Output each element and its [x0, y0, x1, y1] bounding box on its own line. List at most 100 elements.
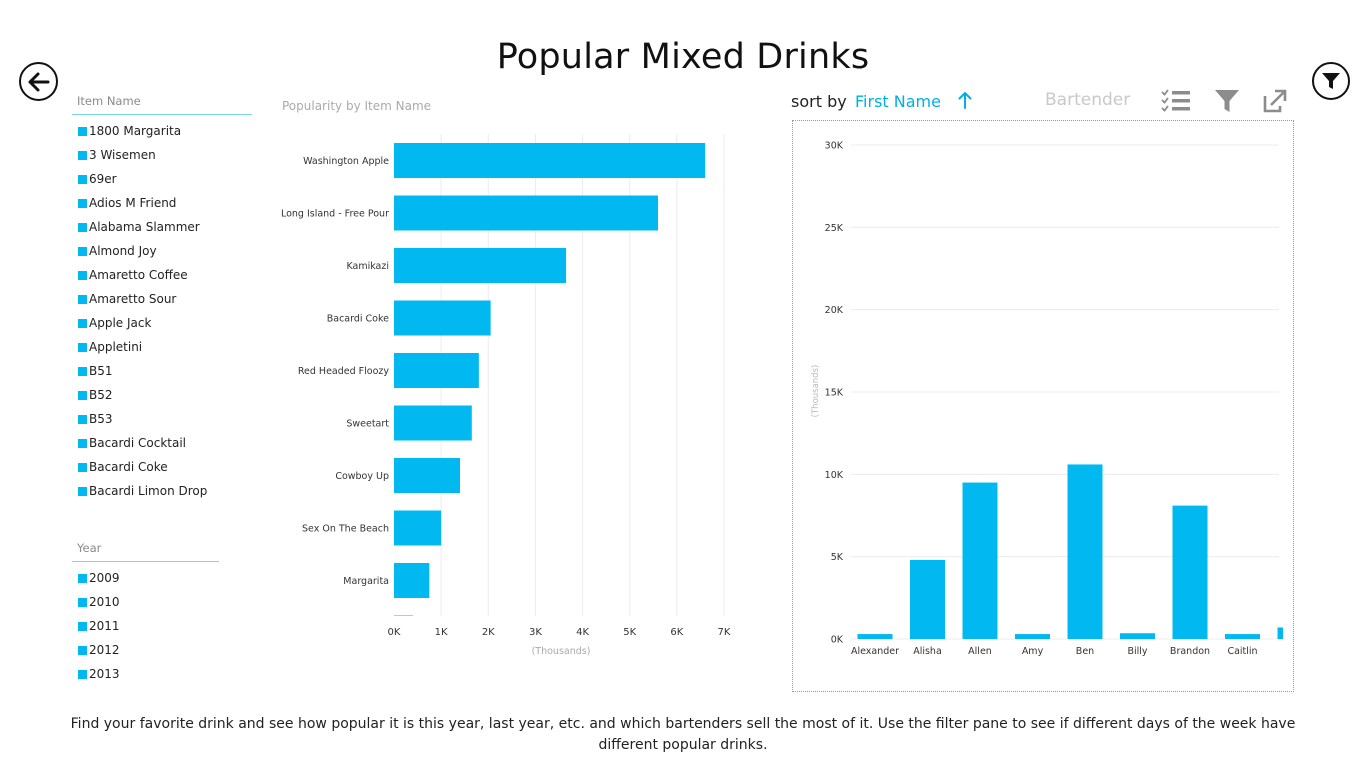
- color-swatch: [78, 669, 87, 679]
- bar: [394, 615, 413, 616]
- category-label: Red Headed Floozy: [298, 366, 390, 377]
- item-name-slicer-item[interactable]: Amaretto Sour: [72, 287, 252, 311]
- sort-field-button[interactable]: First Name: [855, 92, 941, 111]
- item-name-slicer-item[interactable]: Alabama Slammer: [72, 215, 252, 239]
- bar: [394, 510, 442, 546]
- color-swatch: [78, 390, 87, 400]
- arrow-up-icon[interactable]: [958, 90, 972, 110]
- item-name-slicer-item[interactable]: Almond Joy: [72, 239, 252, 263]
- item-name-slicer[interactable]: Item Name 1800 Margarita 3 Wisemen 69er Adi…: [72, 94, 252, 515]
- y-tick-label: 25K: [825, 223, 844, 234]
- year-slicer-list[interactable]: 2009 2010 2011 2012 2013: [72, 566, 219, 686]
- item-name-slicer-item-label: B52: [89, 388, 113, 402]
- item-name-slicer-item[interactable]: Bacardi Limon Drop: [72, 479, 252, 503]
- color-swatch: [78, 150, 87, 160]
- category-label: Ben: [1076, 646, 1094, 657]
- x-tick-label: 4K: [576, 627, 589, 638]
- color-swatch: [78, 486, 87, 496]
- column: [1015, 634, 1050, 639]
- year-slicer[interactable]: Year 2009 2010 2011 2012 2013: [72, 541, 219, 686]
- year-slicer-item[interactable]: 2009: [72, 566, 219, 590]
- x-tick-label: 5K: [623, 627, 636, 638]
- item-name-slicer-item-label: 3 Wisemen: [89, 148, 156, 162]
- color-swatch: [78, 342, 87, 352]
- item-name-slicer-item-label: 69er: [89, 172, 117, 186]
- x-tick-label: 2K: [482, 627, 495, 638]
- item-name-slicer-item[interactable]: Adios M Friend: [72, 191, 252, 215]
- item-name-slicer-item[interactable]: Appletini: [72, 335, 252, 359]
- bar: [394, 143, 706, 178]
- back-arrow-icon: [28, 72, 49, 91]
- item-name-slicer-item[interactable]: 3 Wisemen: [72, 143, 252, 167]
- category-label: Long Island - Free Pour: [281, 209, 389, 220]
- category-label: Brandon: [1170, 646, 1210, 657]
- item-name-slicer-list[interactable]: 1800 Margarita 3 Wisemen 69er Adios M Frien…: [72, 119, 252, 515]
- item-name-slicer-item-label: B51: [89, 364, 113, 378]
- back-button[interactable]: [19, 62, 58, 101]
- popularity-by-item-chart[interactable]: Popularity by Item Name 0K 1K 2K 3K 4K 5K 6K 7K (…: [276, 96, 746, 664]
- year-slicer-item[interactable]: 2011: [72, 614, 219, 638]
- year-slicer-item[interactable]: 2012: [72, 638, 219, 662]
- category-label: Bacardi Coke: [327, 314, 389, 325]
- bartender-column-chart[interactable]: 0K 5K 10K 15K 20K 25K 30K (Thousands) Alexander A…: [792, 120, 1294, 692]
- filter-pane-button[interactable]: [1312, 62, 1350, 100]
- item-name-slicer-item[interactable]: B52: [72, 383, 252, 407]
- item-name-slicer-item-label: Bacardi Coke: [89, 460, 168, 474]
- year-slicer-item[interactable]: 2013: [72, 662, 219, 686]
- item-name-slicer-item-label: Bacardi Limon Drop: [89, 484, 208, 498]
- x-axis-label: (Thousands): [532, 646, 591, 657]
- item-name-slicer-item-label: Apple Jack: [89, 316, 152, 330]
- column: [1277, 627, 1283, 639]
- category-label: Washington Apple: [303, 156, 389, 167]
- item-name-slicer-item-label: Appletini: [89, 340, 143, 354]
- bar: [394, 563, 430, 598]
- y-tick-label: 10K: [825, 470, 844, 481]
- bar: [394, 405, 472, 441]
- year-slicer-header: Year: [72, 541, 219, 562]
- bar: [394, 248, 567, 283]
- chart-toolbar: sort by First Name Bartender: [790, 86, 1290, 116]
- popout-icon[interactable]: [1262, 88, 1288, 114]
- item-name-slicer-item-label: Amaretto Sour: [89, 292, 177, 306]
- y-tick-label: 5K: [831, 552, 844, 563]
- category-label: Sex On The Beach: [302, 524, 389, 535]
- category-label: Sweetart: [346, 419, 389, 430]
- year-slicer-item-label: 2009: [89, 571, 120, 585]
- year-slicer-item[interactable]: 2010: [72, 590, 219, 614]
- page-title: Popular Mixed Drinks: [496, 37, 870, 78]
- column: [1225, 634, 1260, 639]
- year-slicer-item-label: 2013: [89, 667, 120, 681]
- x-tick-label: 3K: [529, 627, 542, 638]
- item-name-slicer-header: Item Name: [72, 94, 252, 115]
- item-name-slicer-item[interactable]: Apple Jack: [72, 311, 252, 335]
- color-swatch: [78, 126, 87, 136]
- category-label: Caitlin: [1227, 646, 1257, 657]
- year-slicer-item-label: 2012: [89, 643, 120, 657]
- category-label: Kamikazi: [346, 261, 389, 272]
- item-name-slicer-item-label: Almond Joy: [89, 244, 157, 258]
- color-swatch: [78, 573, 87, 583]
- tile-by-field[interactable]: Bartender: [1045, 90, 1131, 110]
- x-tick-label: 1K: [435, 627, 448, 638]
- column: [1067, 464, 1103, 639]
- color-swatch: [78, 294, 87, 304]
- filter-icon[interactable]: [1214, 88, 1240, 114]
- bartender-column-svg: 0K 5K 10K 15K 20K 25K 30K (Thousands) Alexander A…: [811, 141, 1283, 657]
- item-name-slicer-item[interactable]: Bacardi Coke: [72, 455, 252, 479]
- column: [1172, 505, 1208, 639]
- color-swatch: [78, 318, 87, 328]
- bar: [394, 195, 658, 231]
- color-swatch: [78, 270, 87, 280]
- item-name-slicer-item[interactable]: Amaretto Coffee: [72, 263, 252, 287]
- column: [857, 634, 893, 639]
- item-name-slicer-item[interactable]: 69er: [72, 167, 252, 191]
- item-name-slicer-item[interactable]: 1800 Margarita: [72, 119, 252, 143]
- item-name-slicer-item[interactable]: B53: [72, 407, 252, 431]
- item-name-slicer-item[interactable]: Bacardi Cocktail: [72, 431, 252, 455]
- category-label: Allen: [968, 646, 992, 657]
- item-name-slicer-item[interactable]: B51: [72, 359, 252, 383]
- checklist-icon[interactable]: [1160, 88, 1192, 114]
- bar: [394, 353, 479, 388]
- page-description: Find your favorite drink and see how pop…: [70, 716, 1296, 753]
- item-name-slicer-item-label: Bacardi Cocktail: [89, 436, 187, 450]
